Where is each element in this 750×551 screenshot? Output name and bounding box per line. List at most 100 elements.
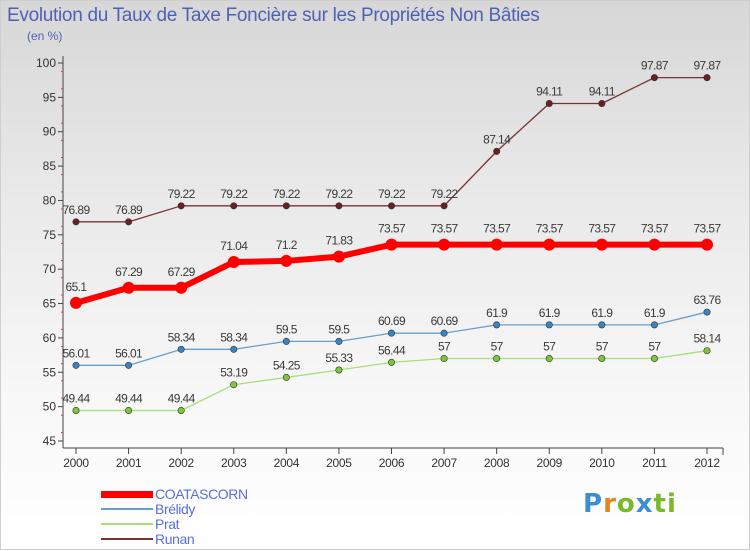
data-label: 57 <box>596 340 609 354</box>
data-point <box>385 238 398 251</box>
data-point <box>493 147 501 155</box>
data-point <box>545 321 553 329</box>
data-label: 71.04 <box>220 239 248 253</box>
data-point <box>177 406 185 414</box>
y-tick-label: 70 <box>43 262 57 276</box>
data-point <box>332 250 345 263</box>
data-point <box>440 329 448 337</box>
data-label: 79.22 <box>431 187 459 201</box>
data-label: 71.2 <box>276 238 298 252</box>
x-tick-label: 2004 <box>274 456 300 470</box>
data-label: 76.89 <box>115 203 143 217</box>
x-tick-label: 2000 <box>63 456 89 470</box>
logo-letter: r <box>603 489 617 519</box>
data-point <box>72 218 80 226</box>
data-label: 73.57 <box>431 222 459 236</box>
x-tick-label: 2012 <box>694 456 720 470</box>
data-point <box>387 202 395 210</box>
x-tick-label: 2001 <box>116 456 142 470</box>
data-point <box>493 321 501 329</box>
data-point <box>545 99 553 107</box>
data-label: 61.9 <box>591 306 613 320</box>
data-point <box>440 202 448 210</box>
logo-letter: P <box>583 489 604 519</box>
data-label: 94.11 <box>589 84 616 98</box>
data-point <box>125 218 133 226</box>
legend-swatch <box>101 490 153 498</box>
data-label: 57 <box>491 340 504 354</box>
data-point <box>282 337 290 345</box>
data-label: 63.76 <box>693 293 721 307</box>
data-label: 79.22 <box>273 187 301 201</box>
data-label: 73.57 <box>641 222 669 236</box>
data-point <box>177 202 185 210</box>
logo-letter: ti <box>653 489 677 519</box>
logo-letter: x <box>635 489 654 519</box>
chart-title: Evolution du Taux de Taxe Foncière sur l… <box>7 5 540 26</box>
y-tick-label: 90 <box>43 125 57 139</box>
data-label: 59.5 <box>328 322 350 336</box>
x-tick-label: 2006 <box>379 456 405 470</box>
y-tick-label: 95 <box>43 90 57 104</box>
data-point <box>545 355 553 363</box>
data-point <box>490 238 503 251</box>
data-point <box>280 254 293 267</box>
data-point <box>125 406 133 414</box>
data-label: 56.44 <box>378 343 406 357</box>
data-point <box>72 361 80 369</box>
data-label: 73.57 <box>588 222 616 236</box>
legend-swatch <box>101 538 153 540</box>
data-point <box>177 345 185 353</box>
legend-label: Runan <box>155 531 195 547</box>
data-label: 49.44 <box>115 391 143 405</box>
data-point <box>230 345 238 353</box>
data-point <box>595 238 608 251</box>
data-point <box>598 99 606 107</box>
legend-swatch <box>101 508 153 510</box>
y-tick-label: 100 <box>36 56 56 70</box>
data-point <box>122 281 135 294</box>
data-label: 49.44 <box>62 391 90 405</box>
legend-swatch <box>101 523 153 525</box>
data-label: 79.22 <box>220 187 248 201</box>
data-point <box>701 238 713 251</box>
data-label: 58.34 <box>168 330 196 344</box>
data-label: 61.9 <box>486 306 508 320</box>
data-label: 49.44 <box>168 391 196 405</box>
data-label: 73.57 <box>483 222 511 236</box>
data-label: 79.22 <box>325 187 353 201</box>
data-point <box>72 406 80 414</box>
data-point <box>703 347 711 355</box>
x-tick-label: 2011 <box>642 456 667 470</box>
data-label: 65.1 <box>66 280 88 294</box>
x-tick-label: 2003 <box>221 456 247 470</box>
data-label: 60.69 <box>431 314 459 328</box>
y-tick-label: 45 <box>43 434 57 448</box>
data-label: 94.11 <box>536 84 563 98</box>
data-point <box>282 373 290 381</box>
y-tick-label: 55 <box>43 365 57 379</box>
data-point <box>227 256 240 269</box>
data-point <box>282 202 290 210</box>
data-point <box>335 366 343 374</box>
data-point <box>438 238 451 251</box>
data-point <box>175 281 188 294</box>
data-point <box>703 308 711 316</box>
data-point <box>230 381 238 389</box>
x-tick-label: 2010 <box>589 456 615 470</box>
data-label: 54.25 <box>273 358 301 372</box>
data-point <box>648 238 661 251</box>
data-label: 58.34 <box>220 330 248 344</box>
data-label: 97.87 <box>641 59 669 73</box>
data-label: 61.9 <box>644 306 666 320</box>
legend-label: Prat <box>155 516 180 532</box>
data-point <box>493 355 501 363</box>
data-label: 76.89 <box>62 203 90 217</box>
logo-letter: o <box>616 489 636 519</box>
data-point <box>703 74 711 82</box>
data-label: 73.57 <box>536 222 564 236</box>
legend-label: COATASCORN <box>155 486 248 502</box>
data-label: 79.22 <box>168 187 196 201</box>
